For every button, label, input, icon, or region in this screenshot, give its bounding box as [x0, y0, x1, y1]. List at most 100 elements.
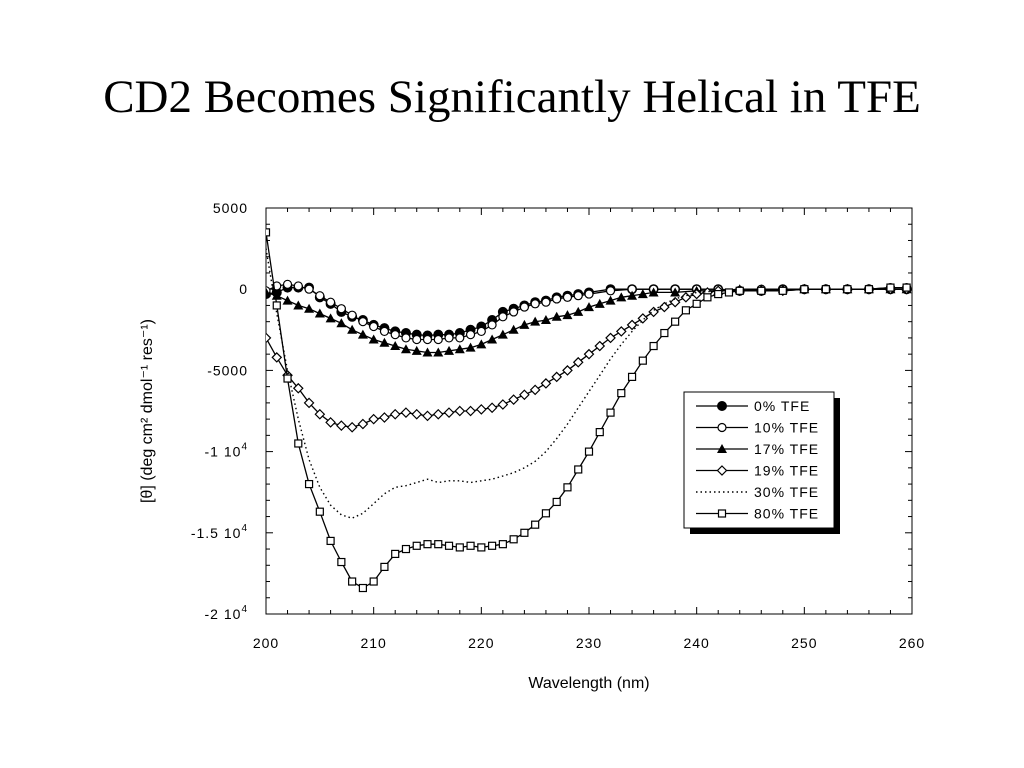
- data-point-open-square: [520, 528, 529, 537]
- x-axis-title: Wavelength (nm): [528, 675, 649, 692]
- data-point-filled-triangle: [336, 318, 347, 328]
- data-point-open-diamond: [562, 365, 573, 376]
- data-point-open-square: [778, 286, 787, 295]
- legend-box: [683, 391, 835, 529]
- data-point-open-circle: [326, 297, 336, 307]
- data-point-open-square: [649, 341, 658, 351]
- data-point-filled-triangle: [594, 298, 605, 308]
- data-point-filled-triangle: [444, 345, 455, 355]
- data-point-filled-triangle: [368, 334, 379, 344]
- data-point-open-diamond: [292, 382, 304, 394]
- data-point-open-square: [735, 286, 744, 295]
- data-point-open-diamond: [669, 296, 681, 308]
- legend-label: 0% TFE: [754, 398, 810, 414]
- series-line: [266, 283, 907, 341]
- data-point-open-square: [671, 317, 680, 326]
- data-point-filled-triangle: [357, 329, 368, 339]
- data-point-open-circle: [422, 334, 433, 345]
- data-point-open-diamond: [266, 332, 272, 344]
- data-point-open-square: [563, 483, 572, 492]
- data-point-filled-triangle: [540, 315, 551, 325]
- data-point-open-diamond: [432, 408, 444, 420]
- data-point-open-square: [348, 577, 357, 586]
- data-point-open-diamond: [659, 301, 670, 313]
- legend-label: 10% TFE: [754, 420, 819, 436]
- y-tick-label: 0: [239, 281, 248, 297]
- data-point-open-circle: [465, 330, 476, 340]
- data-point-open-diamond: [271, 352, 283, 363]
- data-point-open-square: [681, 306, 691, 315]
- x-tick-label: 250: [791, 635, 817, 651]
- data-point-open-diamond: [379, 412, 390, 423]
- y-tick-label: -5000: [207, 362, 248, 378]
- data-point-open-circle: [541, 297, 551, 307]
- data-point-open-square: [757, 286, 766, 295]
- data-point-open-circle: [282, 279, 293, 289]
- data-point-open-circle: [562, 292, 573, 302]
- data-point-filled-triangle: [314, 308, 325, 318]
- data-point-open-square: [369, 577, 378, 586]
- legend-entry: 19% TFE: [696, 463, 818, 479]
- data-point-open-circle: [605, 286, 616, 296]
- data-point-open-circle: [390, 330, 400, 340]
- data-point-open-diamond: [540, 378, 552, 389]
- data-point-open-diamond: [422, 410, 433, 422]
- data-point-open-square: [358, 583, 367, 593]
- data-point-open-square: [627, 372, 637, 381]
- data-point-filled-triangle: [411, 345, 422, 355]
- legend-label: 30% TFE: [754, 484, 819, 500]
- data-point-filled-triangle: [530, 316, 541, 326]
- data-point-open-diamond: [497, 399, 509, 410]
- data-point-open-square: [541, 509, 551, 518]
- data-point-open-square: [531, 520, 540, 529]
- data-point-filled-triangle: [519, 319, 530, 329]
- series-4: [266, 248, 907, 519]
- x-tick-label: 220: [468, 635, 494, 651]
- data-point-open-square: [638, 356, 647, 365]
- data-point-open-square: [315, 507, 324, 516]
- data-point-open-circle: [519, 302, 530, 312]
- data-point-open-square: [488, 541, 497, 550]
- data-point-open-square: [509, 535, 518, 544]
- data-point-filled-triangle: [347, 324, 358, 334]
- data-point-open-diamond: [716, 465, 728, 476]
- data-point-filled-triangle: [562, 310, 573, 320]
- data-point-filled-triangle: [637, 289, 648, 299]
- legend-entry: 30% TFE: [696, 484, 819, 500]
- data-point-filled-triangle: [551, 311, 562, 321]
- data-point-filled-triangle: [497, 329, 508, 339]
- data-point-open-diamond: [583, 348, 595, 360]
- y-tick-label: -1 104: [205, 442, 248, 460]
- data-point-open-diamond: [454, 405, 466, 417]
- data-point-filled-triangle: [616, 292, 627, 302]
- data-point-open-circle: [584, 289, 594, 299]
- data-point-filled-triangle: [573, 306, 584, 316]
- data-point-open-diamond: [605, 332, 616, 344]
- y-tick-label: 5000: [213, 200, 248, 216]
- series-layer: [266, 228, 912, 593]
- data-point-open-square: [326, 536, 335, 546]
- data-point-filled-triangle: [670, 287, 681, 297]
- data-point-open-square: [606, 408, 615, 417]
- data-point-filled-triangle: [508, 324, 519, 334]
- data-point-open-circle: [455, 333, 465, 343]
- data-point-open-square: [380, 562, 389, 572]
- data-point-filled-triangle: [465, 342, 476, 352]
- slide-title: CD2 Becomes Significantly Helical in TFE: [103, 71, 921, 123]
- x-tick-label: 240: [683, 635, 709, 651]
- data-point-filled-triangle: [422, 347, 433, 357]
- data-point-open-diamond: [648, 306, 659, 318]
- data-point-open-square: [423, 540, 432, 549]
- x-tick-label: 200: [253, 635, 279, 651]
- data-point-open-circle: [293, 281, 303, 291]
- data-point-open-diamond: [389, 408, 401, 420]
- data-point-filled-triangle: [627, 290, 638, 300]
- data-point-filled-triangle: [400, 344, 411, 354]
- data-point-open-square: [477, 543, 486, 552]
- data-point-open-square: [391, 549, 400, 559]
- series-5: [266, 228, 911, 593]
- data-point-open-circle: [717, 422, 727, 433]
- data-point-open-square: [584, 447, 594, 456]
- data-point-open-circle: [304, 284, 314, 294]
- legend-entry: 10% TFE: [696, 420, 819, 436]
